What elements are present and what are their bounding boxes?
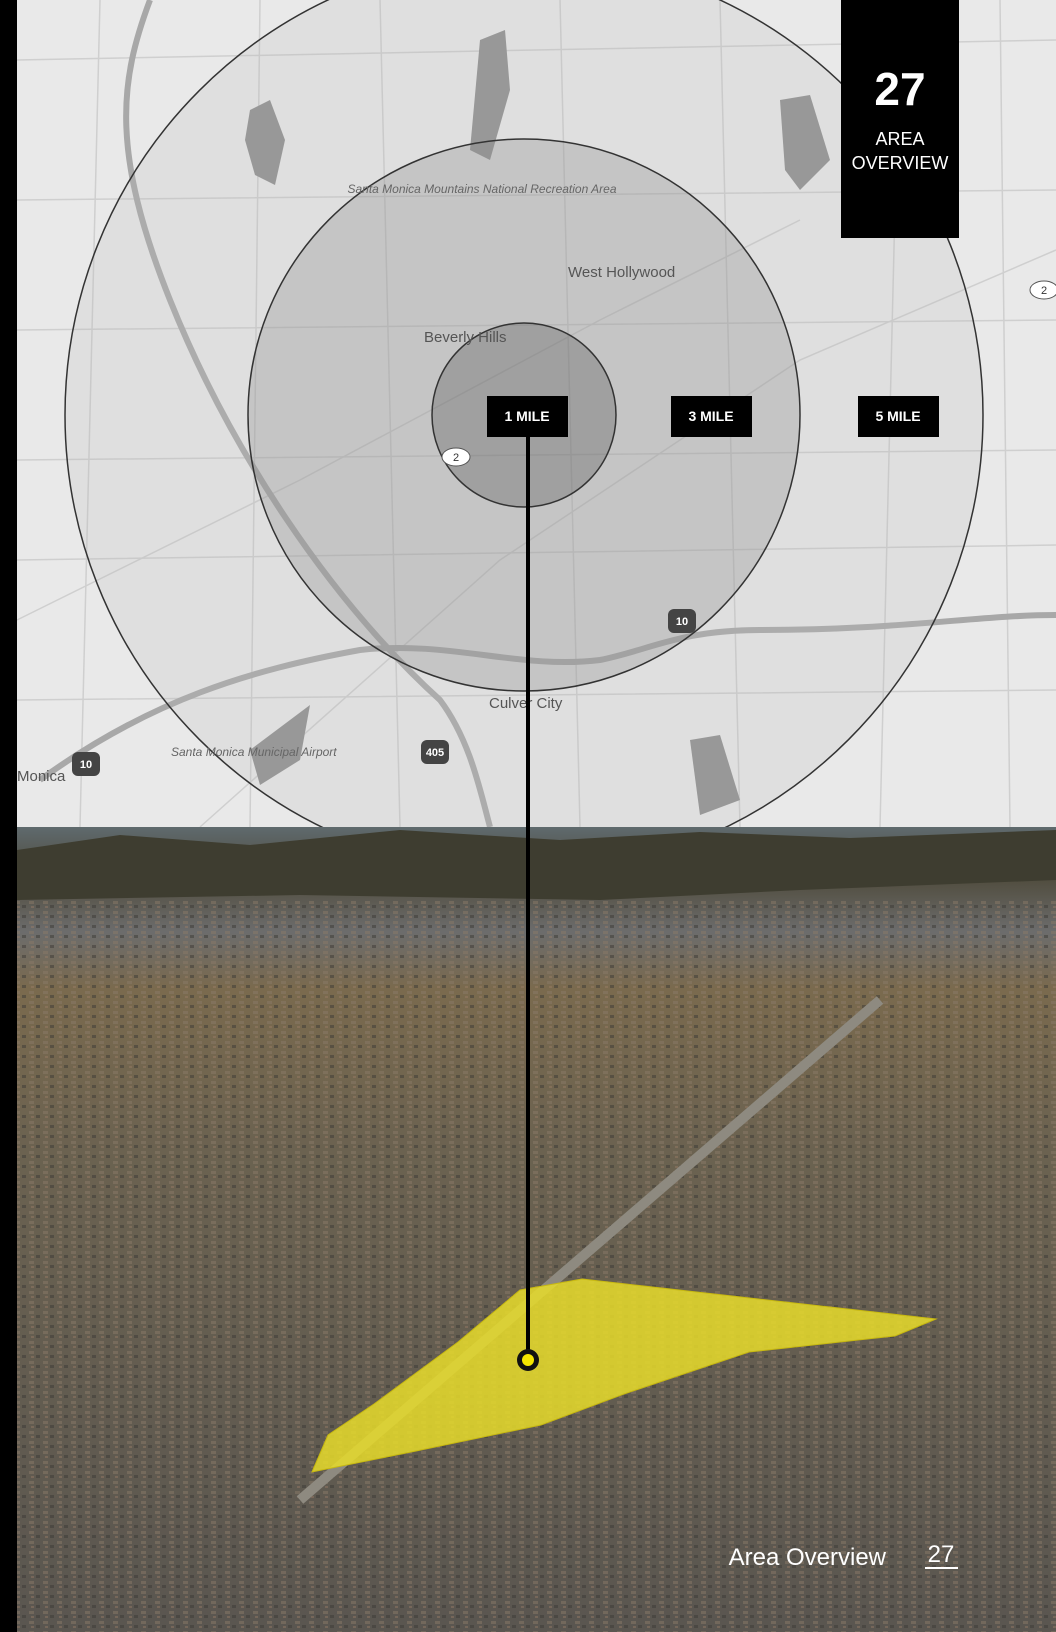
place-label: Santa Monica Mountains National Recreati… [347, 182, 616, 196]
map-streets [16, 0, 1056, 828]
place-label: Culver City [489, 695, 563, 712]
tab-label: AREA [875, 129, 924, 149]
footer-page: 27 [928, 1541, 955, 1568]
place-label: West Hollywood [568, 264, 675, 281]
aerial-city [17, 900, 1056, 1632]
place-label: Santa Monica Municipal Airport [171, 745, 337, 759]
map-freeways [38, 0, 1056, 828]
place-label: Beverly Hills [424, 329, 507, 346]
aerial-mountains [17, 830, 1056, 900]
site-highlight [311, 1278, 938, 1473]
shield-shape [668, 609, 696, 633]
radius-label: 1 MILE [504, 408, 549, 424]
radius-label-box [487, 396, 568, 437]
radius-label: 5 MILE [875, 408, 920, 424]
tab-label: OVERVIEW [852, 153, 949, 173]
left-strip [0, 0, 17, 1632]
shield-shape [421, 740, 449, 764]
radius-label-box [671, 396, 752, 437]
place-label: Monica [17, 768, 66, 785]
highway-shield: 10 [72, 752, 100, 776]
radius-label-box [858, 396, 939, 437]
shield-label: 10 [676, 616, 688, 628]
highway-shield: 2 [1029, 280, 1056, 300]
highway-shield: 2 [441, 447, 471, 467]
tab-number: 27 [874, 63, 925, 115]
footer-title: Area Overview [729, 1544, 887, 1571]
shield-label: 2 [1041, 285, 1047, 297]
shield-label: 10 [80, 759, 92, 771]
shield-label: 2 [453, 452, 459, 464]
shield-shape [441, 447, 471, 467]
shield-shape [72, 752, 100, 776]
highway-shield: 405 [421, 740, 449, 764]
shield-label: 405 [426, 747, 444, 759]
map-parks [245, 30, 830, 815]
site-marker [522, 1354, 534, 1366]
shield-shape [1029, 280, 1056, 300]
section-tab [841, 0, 959, 238]
radius-label: 3 MILE [688, 408, 733, 424]
highway-shield: 10 [668, 609, 696, 633]
